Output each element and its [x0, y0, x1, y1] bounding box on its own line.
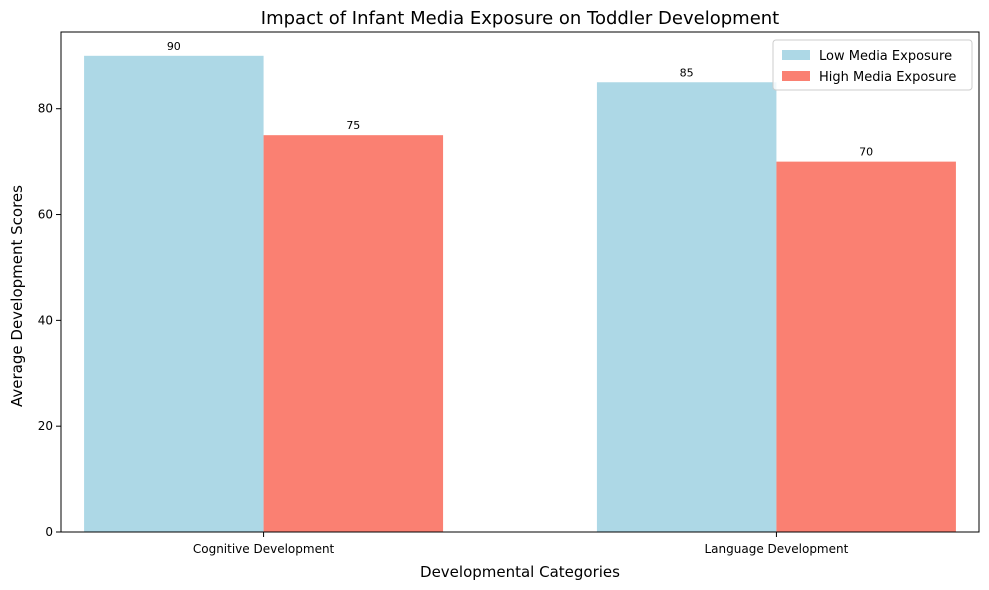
- bars: [84, 55, 956, 533]
- bar-value-label: 85: [680, 66, 694, 79]
- x-tick-label: Language Development: [705, 542, 849, 556]
- bar-labels: 90 85 75 70: [167, 40, 873, 159]
- legend: Low Media Exposure High Media Exposure: [772, 39, 973, 91]
- y-axis: 0 20 40 60 80: [38, 102, 61, 539]
- legend-swatch: [782, 71, 810, 81]
- axes-frame: [60, 31, 980, 533]
- x-tick-label: Cognitive Development: [193, 542, 335, 556]
- bar-high-1: [776, 161, 956, 532]
- legend-swatch: [782, 50, 810, 60]
- bar-low-1: [596, 82, 777, 532]
- y-axis-label: Average Development Scores: [8, 185, 26, 407]
- bar-value-label: 75: [346, 119, 360, 132]
- x-axis-label: Developmental Categories: [420, 563, 620, 581]
- y-tick-label: 40: [38, 313, 53, 327]
- y-tick-label: 20: [38, 419, 53, 433]
- legend-label: Low Media Exposure: [819, 49, 952, 64]
- y-tick-label: 60: [38, 208, 53, 222]
- legend-label: High Media Exposure: [819, 70, 956, 85]
- y-tick-label: 0: [45, 525, 53, 539]
- bar-high-0: [263, 135, 444, 532]
- chart-title: Impact of Infant Media Exposure on Toddl…: [261, 8, 779, 29]
- bar-low-0: [84, 55, 264, 533]
- plot-area: 90 85 75 70 0 20 40 60 80 Cognitive Development…: [38, 31, 980, 556]
- y-tick-label: 80: [38, 102, 53, 116]
- legend-box: [772, 39, 973, 91]
- bar-value-label: 70: [859, 146, 873, 159]
- x-axis: Cognitive Development Language Developmen…: [193, 532, 849, 556]
- bar-value-label: 90: [167, 40, 181, 53]
